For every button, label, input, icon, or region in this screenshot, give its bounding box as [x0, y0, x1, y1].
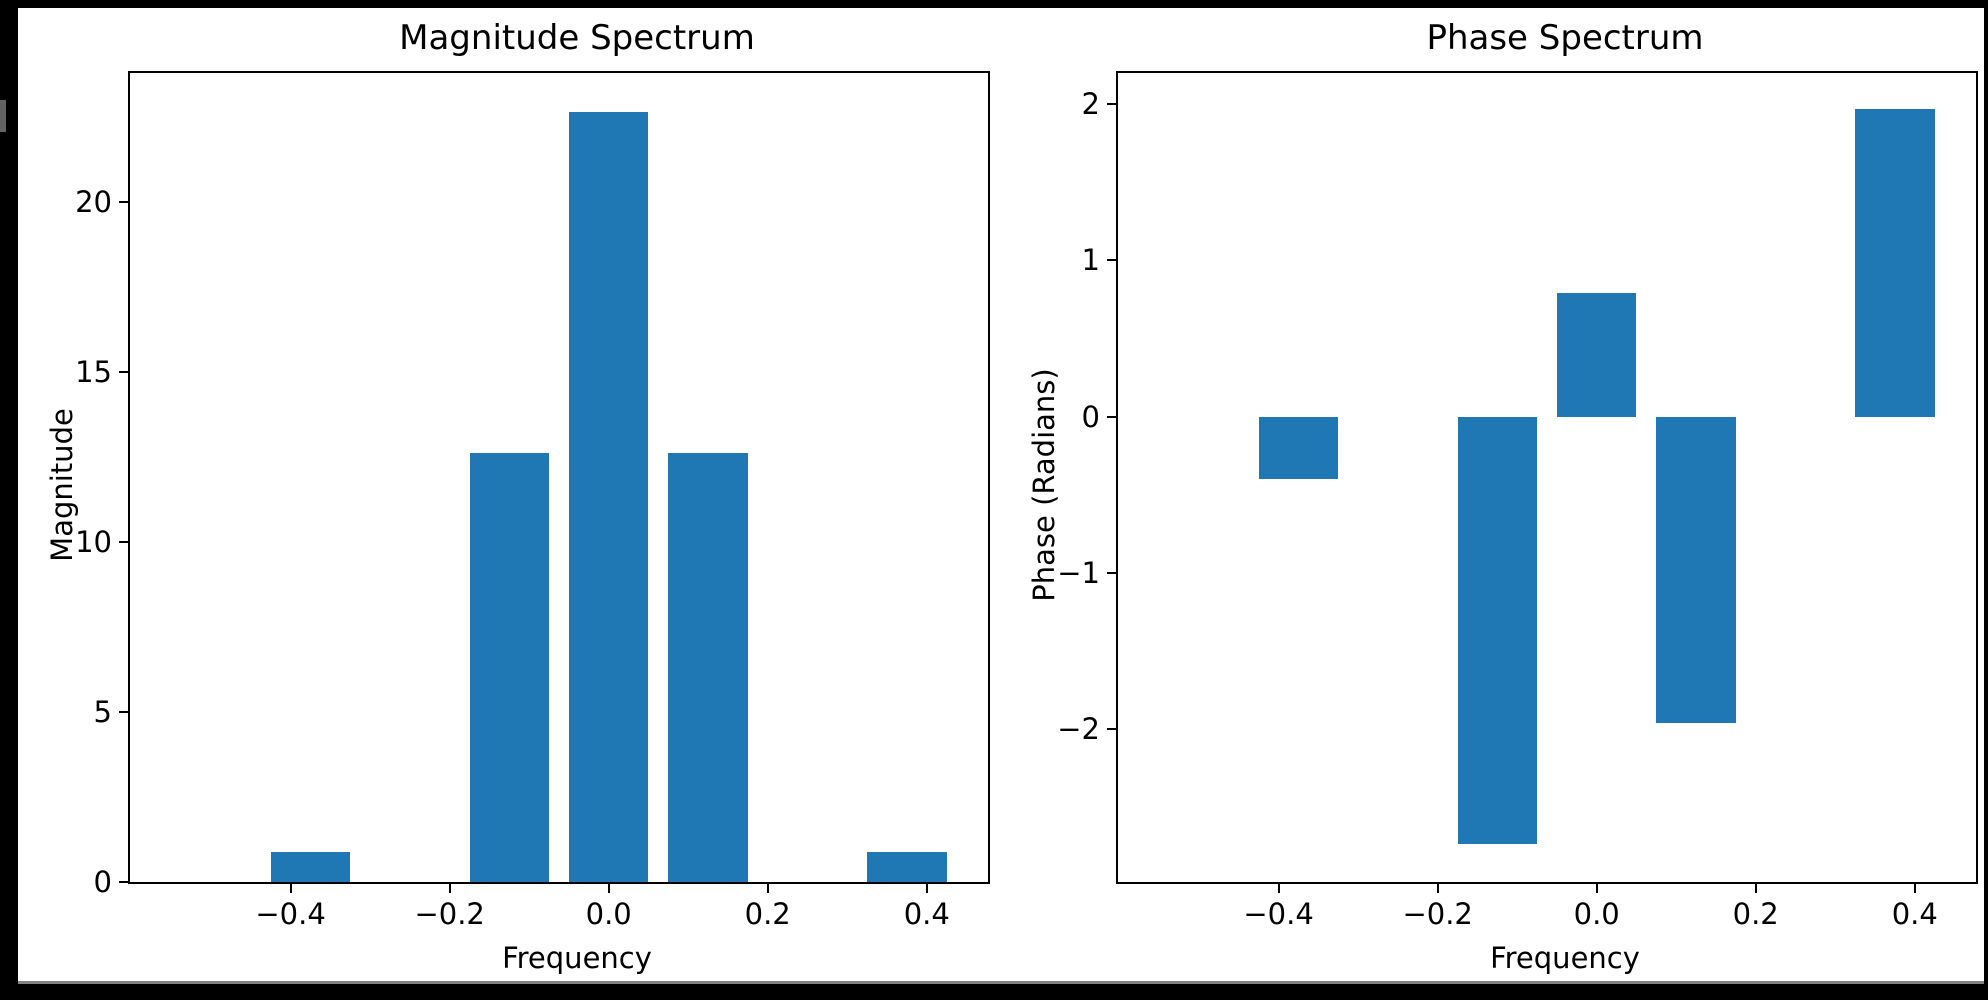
phase-spectrum-ytick-label: 1: [1081, 243, 1100, 278]
magnitude-spectrum-bar-4: [867, 851, 947, 882]
magnitude-spectrum-xtick: [925, 883, 928, 893]
phase-spectrum-xtick-label: −0.2: [1402, 897, 1473, 931]
phase-spectrum-xtick: [1277, 883, 1280, 893]
magnitude-spectrum-ytick-label: 0: [93, 865, 112, 899]
phase-spectrum-ytick: [1107, 727, 1117, 730]
phase-spectrum-xtick: [1913, 883, 1916, 893]
magnitude-spectrum-ytick: [119, 541, 129, 544]
window-edge-notch: [0, 100, 6, 132]
phase-spectrum-bar-1: [1457, 416, 1537, 845]
phase-spectrum-ytick: [1107, 571, 1117, 574]
magnitude-spectrum-ytick: [119, 371, 129, 374]
magnitude-spectrum-plot-area: [128, 71, 990, 884]
phase-spectrum-ytick-label: −1: [1057, 555, 1100, 590]
magnitude-spectrum-xaxis-label: Frequency: [502, 941, 652, 975]
magnitude-spectrum-ytick-label: 10: [75, 525, 112, 560]
phase-spectrum-bar-4: [1855, 108, 1935, 417]
magnitude-spectrum-xtick-label: −0.4: [255, 897, 326, 931]
magnitude-spectrum-bar-3: [668, 453, 748, 882]
phase-spectrum-xaxis-label: Frequency: [1490, 941, 1640, 975]
magnitude-spectrum-ytick: [119, 711, 129, 713]
phase-spectrum-ytick-label: 0: [1081, 399, 1100, 434]
phase-spectrum-title: Phase Spectrum: [1426, 18, 1704, 58]
magnitude-spectrum-ytick-label: 5: [93, 695, 112, 729]
phase-spectrum-ytick-label: −2: [1057, 711, 1100, 746]
magnitude-spectrum-ytick: [119, 881, 129, 883]
magnitude-spectrum-xtick: [448, 883, 451, 893]
phase-spectrum-ytick-label: 2: [1081, 87, 1100, 122]
magnitude-spectrum-xtick-label: 0.2: [744, 897, 791, 931]
phase-spectrum-xtick: [1754, 883, 1757, 893]
phase-spectrum-plot-area: [1116, 71, 1978, 884]
magnitude-spectrum-xtick-label: 0.4: [903, 897, 950, 931]
magnitude-spectrum-xtick-label: −0.2: [414, 897, 485, 931]
phase-spectrum-xtick-label: 0.0: [1573, 897, 1620, 931]
phase-spectrum-xtick-label: 0.2: [1732, 897, 1779, 931]
magnitude-spectrum-ytick-label: 20: [75, 185, 112, 220]
figure-canvas: Magnitude Spectrum Phase Spectrum Freque…: [18, 8, 1984, 984]
magnitude-spectrum-xtick: [289, 883, 292, 893]
phase-spectrum-ytick: [1107, 259, 1117, 262]
phase-spectrum-ytick: [1107, 103, 1117, 106]
magnitude-spectrum-xtick: [766, 883, 769, 893]
phase-spectrum-xtick: [1595, 883, 1598, 893]
phase-spectrum-xtick: [1436, 883, 1439, 893]
phase-spectrum-bar-3: [1656, 416, 1736, 723]
magnitude-spectrum-ytick-label: 15: [75, 355, 112, 390]
magnitude-spectrum-bar-2: [568, 112, 649, 882]
magnitude-spectrum-bar-0: [270, 851, 351, 882]
magnitude-spectrum-bar-1: [469, 453, 549, 882]
magnitude-spectrum-title: Magnitude Spectrum: [399, 18, 755, 58]
phase-spectrum-xtick-label: −0.4: [1243, 897, 1314, 931]
magnitude-spectrum-xtick-label: 0.0: [585, 897, 632, 931]
magnitude-spectrum-ytick: [119, 201, 129, 204]
phase-spectrum-bar-0: [1258, 416, 1339, 480]
phase-spectrum-bar-2: [1556, 293, 1637, 417]
phase-spectrum-xtick-label: 0.4: [1891, 897, 1938, 931]
phase-spectrum-ytick: [1107, 415, 1117, 418]
magnitude-spectrum-xtick: [607, 883, 610, 893]
